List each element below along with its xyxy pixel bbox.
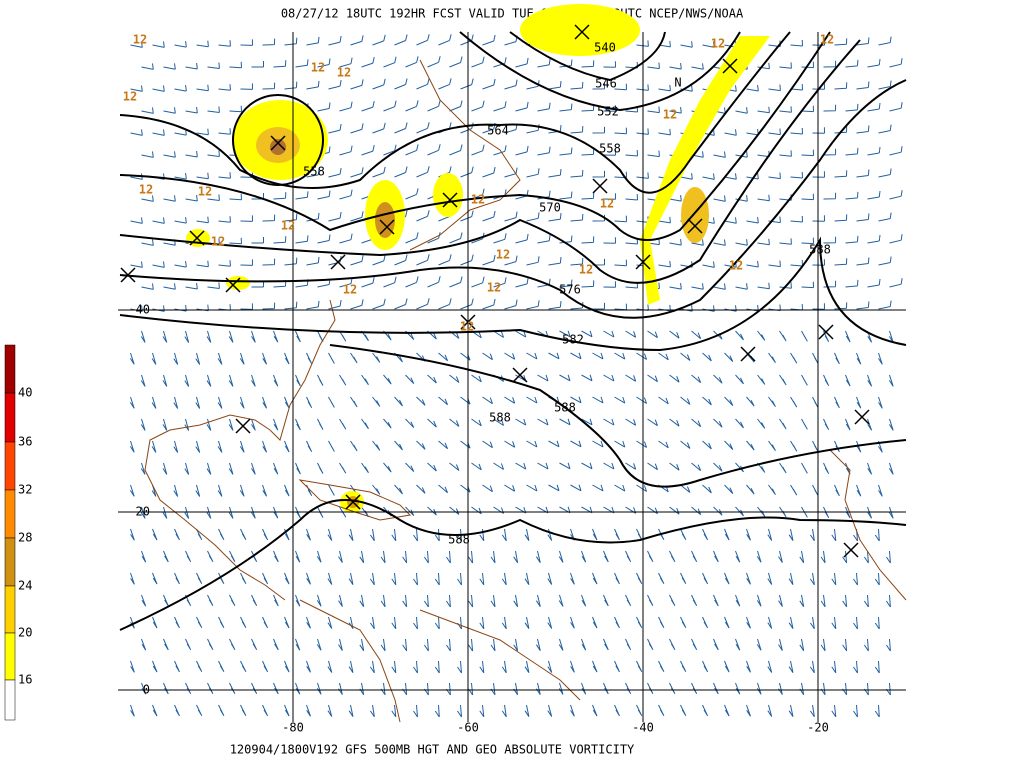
colorbar-label: 20: [18, 626, 32, 640]
vorticity-label: 12: [487, 281, 501, 295]
colorbar-label: 16: [18, 673, 32, 687]
contour-label: 582: [562, 333, 584, 347]
coastlines: [144, 59, 907, 723]
vorticity-label: 12: [579, 263, 593, 277]
contour-label: 588: [809, 243, 831, 257]
contour-label: 552: [597, 105, 619, 119]
lon-label: -80: [282, 721, 304, 735]
vorticity-label: 12: [663, 108, 677, 122]
low-marker: [512, 367, 528, 383]
north-symbol: N: [674, 76, 681, 90]
vorticity-label: 12: [281, 219, 295, 233]
height-contours: [119, 31, 907, 631]
vorticity-shading: [186, 4, 770, 513]
low-marker: [592, 178, 608, 194]
low-marker: [270, 135, 286, 151]
contour-label: 558: [599, 142, 621, 156]
colorbar-label: 36: [18, 435, 32, 449]
markers: [120, 24, 870, 558]
colorbar-label: 28: [18, 531, 32, 545]
low-marker: [722, 58, 738, 74]
contour-label: 558: [303, 165, 325, 179]
vorticity-label: 12: [711, 37, 725, 51]
vorticity-label: 12: [496, 248, 510, 262]
contour-label: 588: [448, 533, 470, 547]
low-marker: [635, 254, 651, 270]
low-marker: [330, 254, 346, 270]
vorticity-label: 12: [820, 33, 834, 47]
contour-label: 588: [554, 401, 576, 415]
low-marker: [460, 314, 476, 330]
low-marker: [442, 192, 458, 208]
vorticity-label: 12: [343, 283, 357, 297]
vorticity-label: 12: [311, 61, 325, 75]
low-marker: [574, 24, 590, 40]
low-marker: [740, 346, 756, 362]
contour-label: 540: [594, 41, 616, 55]
vorticity-label: 12: [729, 259, 743, 273]
low-marker: [225, 277, 241, 293]
footer-caption: 120904/1800V192 GFS 500MB HGT AND GEO AB…: [230, 743, 635, 757]
contour-label: 588: [489, 411, 511, 425]
lon-label: -20: [807, 721, 829, 735]
colorbar-label: 32: [18, 483, 32, 497]
contour-label: 546: [595, 77, 617, 91]
low-marker: [843, 542, 859, 558]
vorticity-label: 12: [139, 183, 153, 197]
low-marker: [854, 409, 870, 425]
low-marker: [235, 418, 251, 434]
colorbar-label: 24: [18, 579, 32, 593]
vorticity-label: 12: [460, 320, 474, 334]
vorticity-label: 12: [211, 235, 225, 249]
low-marker: [345, 494, 361, 510]
lat-label: 40: [136, 303, 150, 317]
contour-label: 576: [559, 283, 581, 297]
vorticity-label: 12: [198, 185, 212, 199]
vorticity-label: 12: [123, 90, 137, 104]
low-marker: [189, 230, 205, 246]
lat-label: 20: [136, 505, 150, 519]
labels: N 540 546 552 558 564 558 570 576 582 588 588 588 588…: [123, 33, 834, 547]
header-title: 08/27/12 18UTC 192HR FCST VALID TUE 09/0…: [281, 7, 744, 21]
low-marker: [120, 267, 136, 283]
low-marker: [379, 219, 395, 235]
contour-label: 564: [487, 124, 509, 138]
low-marker: [687, 218, 703, 234]
vorticity-label: 12: [337, 66, 351, 80]
vorticity-label: 12: [600, 197, 614, 211]
lon-label: -40: [632, 721, 654, 735]
vorticity-label: 12: [133, 33, 147, 47]
lat-lon-grid: [118, 32, 906, 722]
lat-label: 0: [143, 683, 150, 697]
low-marker: [818, 324, 834, 340]
vorticity-label: 12: [471, 193, 485, 207]
contour-label: 570: [539, 201, 561, 215]
lon-label: -60: [457, 721, 479, 735]
colorbar: [4, 344, 16, 721]
colorbar-label: 40: [18, 386, 32, 400]
